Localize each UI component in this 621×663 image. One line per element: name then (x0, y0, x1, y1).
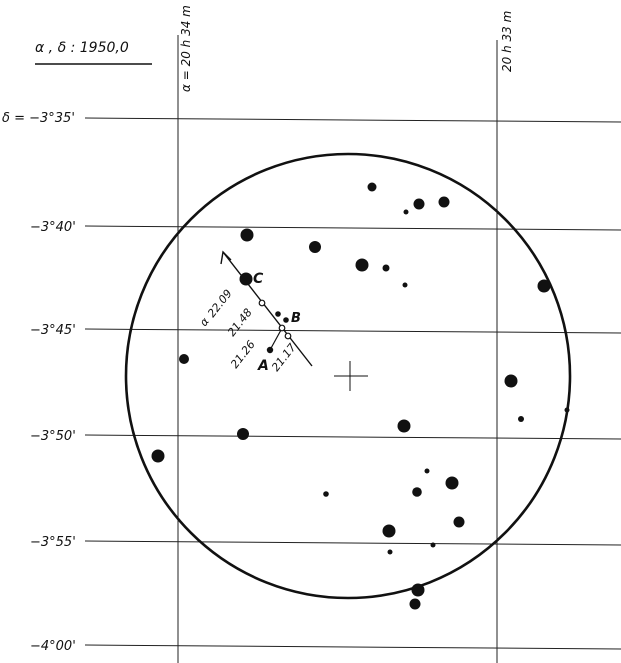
star (240, 228, 254, 242)
star (275, 311, 281, 317)
label-c: C (253, 271, 264, 287)
star (537, 279, 551, 293)
star (403, 209, 409, 215)
epoch-label-21-48: 21.48 (225, 306, 255, 339)
star (453, 516, 465, 528)
dec-line-3-55 (84, 540, 621, 546)
dec-line-3-45 (84, 328, 621, 334)
epoch-marker-21-48 (278, 324, 286, 332)
epoch-marker-21-17 (284, 332, 292, 340)
label-b: B (291, 311, 301, 326)
dec-label-3-35: δ = −3°35' (2, 111, 75, 126)
dec-line-3-40 (84, 225, 621, 231)
star (151, 449, 165, 463)
dec-line-3-50 (84, 434, 621, 440)
dec-label-3-40: −3°40' (30, 220, 76, 235)
star (564, 407, 570, 413)
dec-line-3-35 (84, 117, 621, 123)
star (355, 258, 369, 272)
trajectory-line (222, 251, 313, 367)
trajectory-arrow (220, 250, 232, 265)
star (402, 282, 408, 288)
star-b (283, 317, 289, 323)
star (387, 549, 393, 555)
star (309, 241, 321, 253)
field-circle (124, 152, 572, 600)
star (237, 428, 249, 440)
dec-label-3-45: −3°45' (30, 323, 76, 338)
chart-title: α , δ : 1950,0 (35, 40, 129, 56)
star (179, 354, 189, 364)
star (409, 598, 421, 610)
star (445, 476, 459, 490)
star (397, 419, 411, 433)
star-c (239, 272, 253, 286)
label-a: A (257, 358, 269, 374)
dec-label-3-50: −3°50' (30, 429, 76, 444)
star (438, 196, 450, 208)
star (413, 198, 425, 210)
ra-label-34: α = 20 h 34 m (179, 5, 193, 92)
epoch-label-22-09: 22.09 (205, 287, 235, 320)
star (424, 468, 430, 474)
star (412, 487, 422, 497)
star (411, 583, 425, 597)
star (430, 542, 436, 548)
stars (151, 182, 570, 610)
dec-line-4-00 (84, 644, 621, 650)
dec-label-4-00: −4°00' (30, 639, 76, 654)
star (367, 182, 377, 192)
epoch-label-21-26: 21.26 (228, 338, 258, 371)
ra-label-33: 20 h 33 m (500, 11, 514, 72)
epoch-markers (258, 299, 292, 340)
star (504, 374, 518, 388)
star (382, 264, 390, 272)
a-tick (269, 329, 282, 351)
epoch-label-21-17: 21.17 (269, 341, 299, 374)
star (323, 491, 329, 497)
star (518, 416, 524, 422)
dec-label-3-55: −3°55' (30, 535, 76, 550)
epoch-marker-22-09 (258, 299, 266, 307)
star (382, 524, 396, 538)
